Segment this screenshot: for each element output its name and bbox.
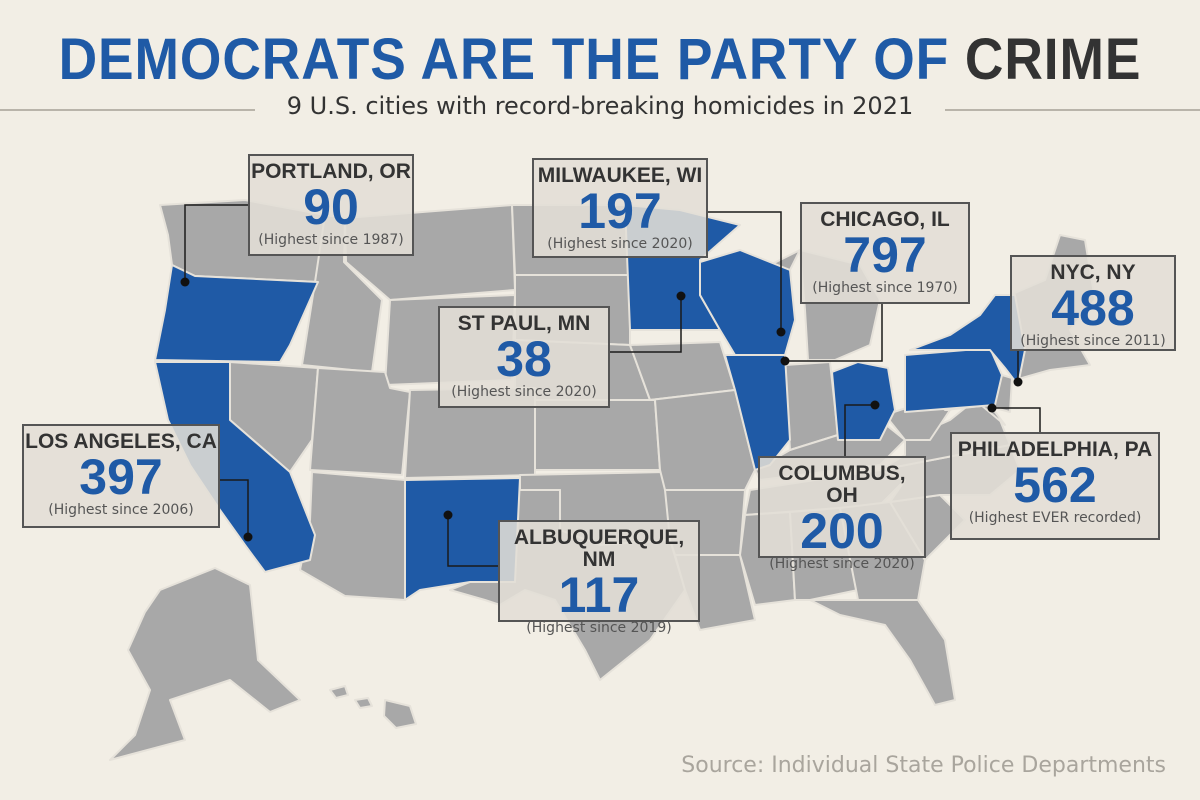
homicide-count: 562 bbox=[1013, 457, 1097, 513]
callout-columbus: COLUMBUS, OH 200 (Highest since 2020) bbox=[758, 456, 926, 572]
columbus-marker bbox=[870, 400, 880, 410]
state-pennsylvania bbox=[904, 347, 1003, 413]
title-emphasis: CRIME bbox=[964, 27, 1142, 92]
record-note: (Highest since 2020) bbox=[547, 236, 693, 252]
losangeles-leader bbox=[218, 479, 249, 537]
city-name: NYC, NY bbox=[1050, 261, 1136, 284]
homicide-count: 197 bbox=[578, 183, 662, 239]
record-note: (Highest since 1970) bbox=[812, 280, 958, 296]
homicide-count: 38 bbox=[496, 331, 552, 387]
record-note: (Highest since 2019) bbox=[526, 620, 672, 636]
callout-nyc: NYC, NY 488 (Highest since 2011) bbox=[1010, 255, 1176, 351]
record-note: (Highest since 2020) bbox=[451, 384, 597, 400]
homicide-count: 117 bbox=[558, 567, 640, 623]
homicide-count: 397 bbox=[79, 449, 163, 505]
philadelphia-marker bbox=[987, 403, 997, 413]
chicago-marker bbox=[780, 356, 790, 366]
city-name: ALBUQUERQUE, NM bbox=[513, 526, 685, 571]
city-name: ST PAUL, MN bbox=[457, 312, 591, 335]
city-name: COLUMBUS, OH bbox=[778, 462, 906, 507]
record-note: (Highest EVER recorded) bbox=[968, 510, 1142, 526]
homicide-count: 200 bbox=[800, 503, 884, 559]
callout-portland: PORTLAND, OR 90 (Highest since 1987) bbox=[248, 154, 414, 256]
city-name: LOS ANGELES, CA bbox=[25, 430, 217, 453]
state-new-mexico bbox=[404, 477, 521, 601]
callout-stpaul: ST PAUL, MN 38 (Highest since 2020) bbox=[438, 306, 610, 408]
nyc-marker bbox=[1013, 377, 1023, 387]
source-note: Source: Individual State Police Departme… bbox=[681, 753, 1166, 778]
record-note: (Highest since 2006) bbox=[48, 502, 194, 518]
record-note: (Highest since 1987) bbox=[258, 232, 404, 248]
homicide-count: 488 bbox=[1051, 280, 1135, 336]
page-title: DEMOCRATS ARE THE PARTY OF CRIME bbox=[48, 28, 1152, 92]
albuquerque-leader bbox=[447, 515, 499, 567]
callout-philadelphia: PHILADELPHIA, PA 562 (Highest EVER recor… bbox=[950, 432, 1160, 540]
portland-leader bbox=[184, 204, 248, 282]
callout-milwaukee: MILWAUKEE, WI 197 (Highest since 2020) bbox=[532, 158, 708, 258]
philadelphia-leader bbox=[992, 407, 1041, 432]
milwaukee-leader bbox=[706, 211, 782, 332]
state-oregon bbox=[154, 264, 319, 363]
city-name: PORTLAND, OR bbox=[251, 160, 411, 183]
record-note: (Highest since 2011) bbox=[1020, 333, 1166, 349]
city-name: MILWAUKEE, WI bbox=[537, 164, 703, 187]
stpaul-leader bbox=[609, 296, 682, 353]
portland-marker bbox=[180, 277, 190, 287]
record-note: (Highest since 2020) bbox=[769, 556, 915, 572]
stpaul-marker bbox=[676, 291, 686, 301]
callout-chicago: CHICAGO, IL 797 (Highest since 1970) bbox=[800, 202, 970, 304]
state-kansas bbox=[534, 399, 661, 471]
subtitle-row: 9 U.S. cities with record-breaking homic… bbox=[0, 92, 1200, 128]
albuquerque-marker bbox=[443, 510, 453, 520]
city-name: CHICAGO, IL bbox=[820, 208, 950, 231]
state-alaska bbox=[109, 567, 301, 761]
subtitle-rule-right bbox=[945, 109, 1200, 111]
state-ohio bbox=[831, 361, 896, 441]
city-name: PHILADELPHIA, PA bbox=[957, 438, 1153, 461]
callout-albuquerque: ALBUQUERQUE, NM 117 (Highest since 2019) bbox=[498, 520, 700, 636]
homicide-count: 797 bbox=[843, 227, 927, 283]
losangeles-marker bbox=[243, 532, 253, 542]
homicide-count: 90 bbox=[303, 179, 359, 235]
title-main: DEMOCRATS ARE THE PARTY OF bbox=[58, 27, 965, 92]
state-hawaii bbox=[329, 685, 417, 729]
milwaukee-marker bbox=[776, 327, 786, 337]
city-markers bbox=[180, 277, 1023, 542]
subtitle-rule-left bbox=[0, 109, 255, 111]
columbus-leader bbox=[844, 404, 875, 458]
page-subtitle: 9 U.S. cities with record-breaking homic… bbox=[286, 92, 914, 120]
callout-losangeles: LOS ANGELES, CA 397 (Highest since 2006) bbox=[22, 424, 220, 528]
state-florida bbox=[809, 599, 956, 706]
